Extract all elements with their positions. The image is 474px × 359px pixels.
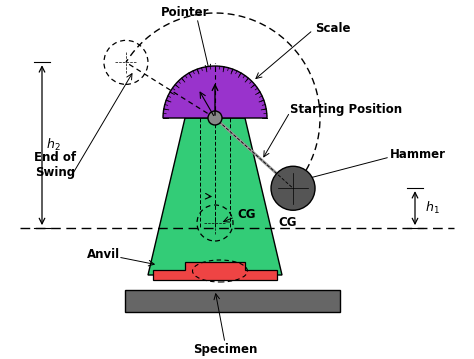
Bar <box>125 290 340 312</box>
Text: Starting Position: Starting Position <box>290 103 402 117</box>
Text: h$_2$: h$_2$ <box>46 137 61 153</box>
Circle shape <box>208 111 222 125</box>
Text: Scale: Scale <box>315 22 350 34</box>
Text: h$_1$: h$_1$ <box>425 200 440 216</box>
Text: Anvil: Anvil <box>87 248 120 261</box>
Text: Pointer: Pointer <box>161 5 209 19</box>
Text: CG: CG <box>237 209 255 222</box>
Polygon shape <box>148 118 282 275</box>
Text: Specimen: Specimen <box>193 344 257 356</box>
Circle shape <box>271 166 315 210</box>
Polygon shape <box>153 262 277 280</box>
Text: CG: CG <box>279 216 297 229</box>
Wedge shape <box>163 66 267 118</box>
Text: Hammer: Hammer <box>390 149 446 162</box>
Text: End of
Swing: End of Swing <box>34 151 76 179</box>
